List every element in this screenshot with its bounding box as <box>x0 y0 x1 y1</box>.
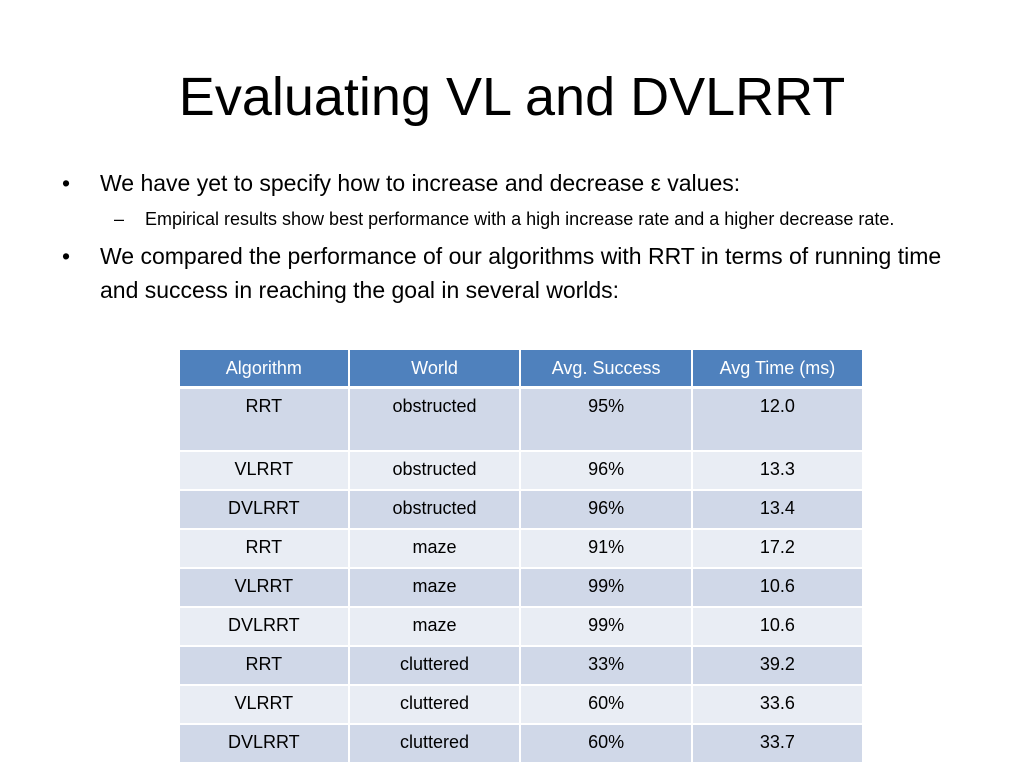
table-cell: 33% <box>520 646 693 686</box>
table-cell: 91% <box>520 529 693 569</box>
table-row: VLRRT cluttered 60% 33.6 <box>180 685 862 725</box>
table-row: DVLRRT obstructed 96% 13.4 <box>180 490 862 530</box>
table-cell: cluttered <box>348 646 522 686</box>
table-cell: obstructed <box>348 490 522 530</box>
table-cell: RRT <box>180 387 350 452</box>
table-row: DVLRRT maze 99% 10.6 <box>180 607 862 647</box>
table-row: DVLRRT cluttered 60% 33.7 <box>180 724 862 764</box>
table-cell: 17.2 <box>691 529 862 569</box>
bullet-item: • We compared the performance of our alg… <box>60 239 970 307</box>
table-cell: DVLRRT <box>180 490 350 530</box>
table-row: RRT cluttered 33% 39.2 <box>180 646 862 686</box>
table-cell: cluttered <box>348 724 522 764</box>
table-cell: RRT <box>180 529 350 569</box>
table-row: VLRRT obstructed 96% 13.3 <box>180 451 862 491</box>
table-cell: 33.6 <box>691 685 862 725</box>
table-cell: VLRRT <box>180 451 350 491</box>
table-cell: 13.3 <box>691 451 862 491</box>
table-cell: maze <box>348 568 522 608</box>
bullet-text: We compared the performance of our algor… <box>100 243 942 303</box>
table-cell: 33.7 <box>691 724 862 764</box>
table-cell: VLRRT <box>180 685 350 725</box>
table-cell: 39.2 <box>691 646 862 686</box>
table-row: RRT obstructed 95% 12.0 <box>180 387 862 452</box>
sub-bullet-text: Empirical results show best performance … <box>145 209 895 229</box>
bullet-item: • We have yet to specify how to increase… <box>60 166 970 200</box>
table-cell: maze <box>348 529 522 569</box>
table-cell: RRT <box>180 646 350 686</box>
bullet-text: We have yet to specify how to increase a… <box>100 170 741 196</box>
table-cell: obstructed <box>348 451 522 491</box>
table-header-row: Algorithm World Avg. Success Avg Time (m… <box>180 350 862 389</box>
table-cell: 96% <box>520 451 693 491</box>
table-cell: 12.0 <box>691 387 862 452</box>
column-header-world: World <box>348 350 522 389</box>
table-cell: maze <box>348 607 522 647</box>
bullet-mark: • <box>62 243 71 269</box>
table-cell: DVLRRT <box>180 724 350 764</box>
column-header-avg-success: Avg. Success <box>520 350 693 389</box>
table-cell: 96% <box>520 490 693 530</box>
table-cell: 99% <box>520 568 693 608</box>
table-row: VLRRT maze 99% 10.6 <box>180 568 862 608</box>
table-cell: DVLRRT <box>180 607 350 647</box>
table-cell: 13.4 <box>691 490 862 530</box>
table-row: RRT maze 91% 17.2 <box>180 529 862 569</box>
bullet-list: • We have yet to specify how to increase… <box>60 166 970 313</box>
bullet-mark: • <box>62 170 71 196</box>
column-header-algorithm: Algorithm <box>180 350 350 389</box>
table-cell: cluttered <box>348 685 522 725</box>
column-header-avg-time: Avg Time (ms) <box>691 350 862 389</box>
table-cell: 60% <box>520 724 693 764</box>
slide-title: Evaluating VL and DVLRRT <box>178 67 846 127</box>
sub-bullet-mark: – <box>114 209 125 229</box>
sub-bullet-item: – Empirical results show best performanc… <box>60 206 970 233</box>
table-cell: 10.6 <box>691 568 862 608</box>
table-cell: 95% <box>520 387 693 452</box>
results-table: Algorithm World Avg. Success Avg Time (m… <box>180 350 862 764</box>
table-cell: obstructed <box>348 387 522 452</box>
table-cell: 99% <box>520 607 693 647</box>
table-cell: 10.6 <box>691 607 862 647</box>
table-cell: 60% <box>520 685 693 725</box>
table-cell: VLRRT <box>180 568 350 608</box>
